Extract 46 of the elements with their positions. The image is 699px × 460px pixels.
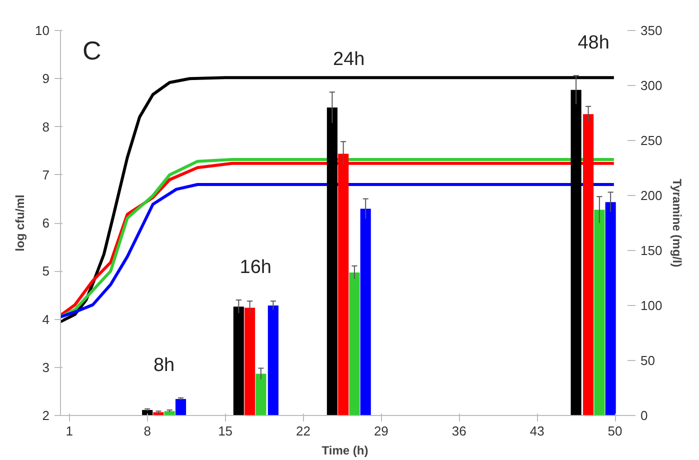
y-tick-label: 4: [42, 312, 50, 327]
annotation: 8h: [153, 354, 175, 376]
annotation: 24h: [333, 49, 365, 70]
bar: [605, 202, 616, 416]
bar: [175, 399, 186, 416]
x-tick-label: 8: [144, 424, 151, 438]
x-tick-label: 43: [530, 424, 544, 438]
y-tick-label: 2: [42, 408, 50, 423]
bar: [244, 308, 256, 416]
annotation: 48h: [578, 32, 610, 54]
annotation: C: [82, 36, 102, 66]
y-tick-label: 8: [42, 119, 50, 134]
bar: [268, 306, 278, 416]
bar: [349, 272, 360, 416]
bar: [594, 210, 605, 416]
line-series: [60, 76, 616, 324]
x-tick-label: 50: [608, 424, 622, 438]
y2-tick-label: 100: [640, 298, 662, 313]
y2-tick-label: 250: [640, 133, 662, 148]
y-tick-label: 7: [42, 167, 50, 182]
y-tick-label: 9: [42, 71, 50, 86]
bar: [570, 90, 582, 416]
y2-tick-label: 0: [640, 408, 648, 423]
y2-tick-label: 350: [640, 23, 662, 38]
y-tick-label: 3: [42, 360, 50, 375]
y-tick-label: 6: [42, 216, 50, 230]
y2-tick-label: 200: [640, 188, 662, 203]
bar: [153, 412, 164, 416]
x-tick-label: 22: [296, 424, 310, 438]
y2-tick-label: 150: [640, 243, 662, 258]
x-axis-title: Time (h): [322, 444, 368, 458]
x-tick-label: 1: [66, 424, 74, 438]
annotation: 16h: [240, 257, 272, 278]
bar: [360, 208, 371, 416]
bar: [326, 108, 338, 416]
x-tick-label: 29: [374, 424, 388, 438]
bar: [233, 306, 244, 416]
x-tick-label: 15: [218, 424, 233, 438]
y2-tick-label: 300: [640, 78, 662, 93]
y-tick-label: 10: [35, 23, 50, 38]
x-tick-label: 36: [452, 424, 466, 438]
y2-tick-label: 50: [640, 353, 655, 368]
y-tick-label: 5: [42, 264, 50, 279]
y-axis-title: log cfu/ml: [13, 194, 28, 252]
bar: [256, 374, 266, 416]
y2-axis-title: Tyramine (mg/l): [670, 178, 684, 268]
